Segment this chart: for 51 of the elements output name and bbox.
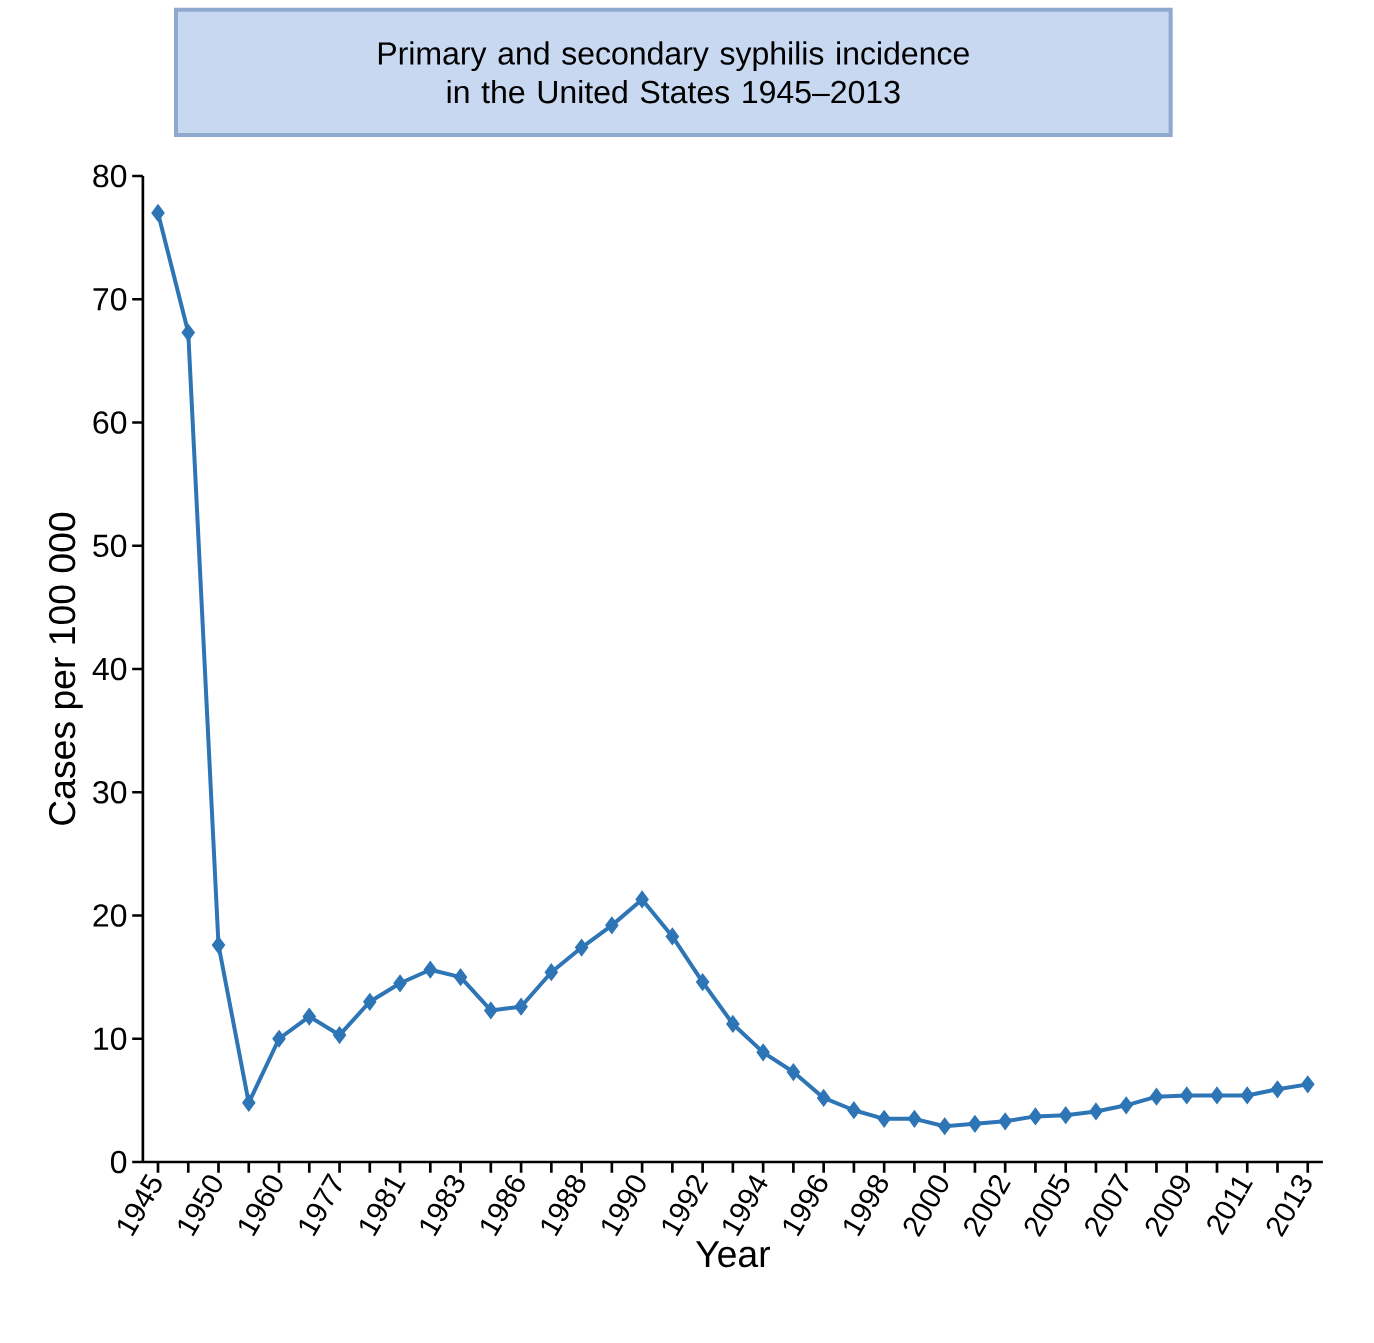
y-tick-label: 50 xyxy=(93,534,127,558)
y-tick-label: 20 xyxy=(93,904,127,927)
point xyxy=(938,1117,952,1135)
point xyxy=(393,974,407,992)
point xyxy=(272,1030,286,1048)
point xyxy=(1180,1086,1194,1105)
point xyxy=(968,1115,982,1133)
y-tick-label: 60 xyxy=(93,411,127,434)
point xyxy=(1240,1086,1254,1105)
point xyxy=(332,1026,347,1044)
y-tick-label: 10 xyxy=(94,1027,127,1051)
point xyxy=(151,204,165,222)
point xyxy=(1059,1106,1073,1124)
point xyxy=(302,1007,316,1026)
point xyxy=(695,973,710,991)
point xyxy=(907,1110,922,1128)
point xyxy=(514,998,528,1016)
x-axis-title: Year xyxy=(695,1241,770,1268)
point xyxy=(726,1015,740,1033)
point xyxy=(484,1001,498,1020)
point xyxy=(1119,1096,1133,1114)
point xyxy=(1149,1088,1164,1106)
point xyxy=(1028,1107,1043,1126)
point xyxy=(816,1089,831,1107)
point xyxy=(1210,1086,1224,1105)
point xyxy=(1270,1080,1285,1098)
y-tick-label: 30 xyxy=(93,780,127,804)
point xyxy=(453,968,468,986)
point xyxy=(181,323,195,342)
y-tick-label: 40 xyxy=(92,657,127,681)
y-tick-label: 0 xyxy=(110,1150,127,1174)
y-tick-label: 70 xyxy=(93,287,127,311)
point xyxy=(756,1043,770,1061)
point xyxy=(635,890,649,909)
point xyxy=(605,916,619,935)
point xyxy=(847,1101,861,1119)
point xyxy=(423,961,437,979)
point xyxy=(786,1063,801,1081)
point xyxy=(363,993,377,1011)
point xyxy=(998,1112,1012,1130)
point xyxy=(242,1094,256,1112)
point xyxy=(1301,1075,1315,1094)
point xyxy=(544,963,559,981)
point xyxy=(665,927,680,946)
y-axis-title: Cases per 100 000 xyxy=(48,512,83,825)
y-tick-label: 80 xyxy=(93,164,127,188)
point xyxy=(877,1110,891,1128)
point xyxy=(211,936,226,954)
chart-title: Primary and secondary syphilis incidence in the United States 1945–2013 xyxy=(378,41,969,104)
point xyxy=(1089,1102,1103,1121)
point xyxy=(574,938,589,957)
